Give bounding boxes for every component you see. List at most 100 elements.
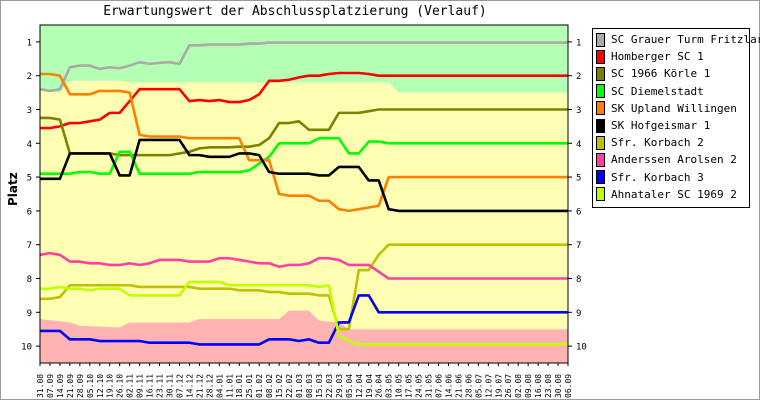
y-tick-label-right: 1 bbox=[576, 38, 581, 48]
x-tick-label: 15.03 bbox=[315, 374, 324, 398]
series-line-10 bbox=[40, 280, 568, 346]
x-tick-label: 14.12 bbox=[185, 374, 194, 398]
y-tick-label-right: 6 bbox=[576, 207, 581, 217]
x-tick-label: 03.05 bbox=[385, 374, 394, 398]
x-tick-label: 19.07 bbox=[494, 374, 503, 398]
legend-swatch bbox=[596, 187, 605, 202]
series-line-7 bbox=[40, 243, 568, 331]
x-tick-label: 14.09 bbox=[56, 374, 65, 398]
x-tick-label: 09.11 bbox=[136, 374, 145, 398]
chart-title: Erwartungswert der Abschlussplatzierung … bbox=[103, 4, 487, 19]
y-tick-label-right: 2 bbox=[576, 72, 581, 82]
legend-label: Sfr. Korbach 3 bbox=[611, 170, 704, 184]
series-line-3 bbox=[40, 108, 568, 157]
x-tick-label: 22.02 bbox=[285, 374, 294, 398]
legend-swatch bbox=[596, 66, 605, 81]
x-tick-label: 04.01 bbox=[215, 374, 224, 398]
legend-item: Sfr. Korbach 2 bbox=[596, 134, 746, 151]
y-tick-label-right: 5 bbox=[576, 174, 581, 184]
x-tick-label: 16.08 bbox=[534, 374, 543, 398]
legend-swatch bbox=[596, 170, 605, 185]
x-tick-label: 08.03 bbox=[305, 374, 314, 398]
x-tick-label: 02.11 bbox=[126, 374, 135, 398]
legend-swatch bbox=[596, 152, 605, 167]
legend-swatch bbox=[596, 135, 605, 150]
legend-label: SK Hofgeismar 1 bbox=[611, 119, 711, 133]
y-tick-label-right: 8 bbox=[576, 275, 581, 285]
legend-swatch bbox=[596, 101, 605, 116]
x-tick-label: 28.12 bbox=[205, 374, 214, 398]
x-tick-label: 26.04 bbox=[375, 374, 384, 398]
x-tick-label: 07.12 bbox=[175, 374, 184, 398]
series-line-5 bbox=[40, 72, 568, 213]
legend-label: SC 1966 Körle 1 bbox=[611, 67, 711, 81]
y-tick-label-left: 5 bbox=[27, 174, 32, 184]
x-tick-label: 23.11 bbox=[156, 374, 165, 398]
x-tick-label: 14.06 bbox=[444, 374, 453, 398]
legend-item: SC Diemelstadt bbox=[596, 83, 746, 100]
x-tick-label: 12.10 bbox=[96, 374, 105, 398]
legend-item: Ahnataler SC 1969 2 bbox=[596, 186, 746, 203]
x-tick-label: 01.03 bbox=[295, 374, 304, 398]
x-tick-label: 08.02 bbox=[265, 374, 274, 398]
x-tick-label: 24.05 bbox=[415, 374, 424, 398]
legend-swatch bbox=[596, 32, 605, 47]
x-tick-label: 29.03 bbox=[335, 374, 344, 398]
series-lines bbox=[39, 41, 568, 346]
legend-swatch bbox=[596, 84, 605, 99]
series-line-2 bbox=[40, 71, 568, 130]
x-tick-label: 21.06 bbox=[454, 374, 463, 398]
x-tick-label: 15.02 bbox=[275, 374, 284, 398]
relegation-band bbox=[40, 310, 568, 363]
y-tick-label-left: 8 bbox=[27, 275, 32, 285]
x-tick-label: 19.04 bbox=[365, 374, 374, 398]
x-tick-label: 01.02 bbox=[255, 374, 264, 398]
x-tick-label: 07.06 bbox=[434, 374, 443, 398]
series-line-8 bbox=[39, 251, 568, 280]
y-tick-label-right: 4 bbox=[576, 140, 581, 150]
legend-item: SK Upland Willingen bbox=[596, 100, 746, 117]
x-tick-label: 26.10 bbox=[116, 374, 125, 398]
legend-item: Sfr. Korbach 3 bbox=[596, 169, 746, 186]
legend-label: SK Upland Willingen bbox=[611, 101, 737, 115]
x-tick-label: 05.10 bbox=[86, 374, 95, 398]
x-tick-label: 28.09 bbox=[76, 374, 85, 398]
x-tick-label: 12.04 bbox=[355, 374, 364, 398]
legend-label: SC Diemelstadt bbox=[611, 84, 704, 98]
legend-item: SC Grauer Turm Fritzlar bbox=[596, 31, 760, 48]
y-tick-label-right: 3 bbox=[576, 106, 581, 116]
x-tick-label: 18.01 bbox=[235, 374, 244, 398]
series-line-1 bbox=[39, 41, 568, 93]
x-tick-label: 22.03 bbox=[325, 374, 334, 398]
x-tick-label: 09.08 bbox=[524, 374, 533, 398]
series-line-6 bbox=[40, 138, 568, 213]
x-tick-label: 21.12 bbox=[195, 374, 204, 398]
x-tick-label: 25.01 bbox=[245, 374, 254, 398]
y-tick-label-left: 9 bbox=[27, 309, 32, 319]
x-tick-label: 21.09 bbox=[66, 374, 75, 398]
legend-label: Ahnataler SC 1969 2 bbox=[611, 187, 737, 201]
y-tick-label-left: 3 bbox=[27, 106, 32, 116]
y-tick-label-left: 4 bbox=[27, 140, 32, 150]
y-tick-label-left: 1 bbox=[27, 38, 32, 48]
x-tick-label: 12.07 bbox=[484, 374, 493, 398]
x-tick-label: 26.07 bbox=[504, 374, 513, 398]
x-tick-label: 28.06 bbox=[464, 374, 473, 398]
x-tick-label: 10.05 bbox=[395, 374, 404, 398]
x-tick-label: 05.04 bbox=[345, 374, 354, 398]
plot-border bbox=[39, 24, 569, 364]
x-tick-label: 07.09 bbox=[46, 374, 55, 398]
y-tick-label-right: 9 bbox=[576, 309, 581, 319]
x-tick-labels: 31.08 07.09 14.09 21.09 28.09 05.10 12.10 19.10… bbox=[36, 374, 573, 398]
x-tick-label: 06.09 bbox=[564, 374, 573, 398]
legend-item: Homberger SC 1 bbox=[596, 48, 746, 65]
legend-label: Homberger SC 1 bbox=[611, 50, 704, 64]
x-tick-label: 02.08 bbox=[514, 374, 523, 398]
x-tick-label: 30.08 bbox=[554, 374, 563, 398]
legend-item: SK Hofgeismar 1 bbox=[596, 117, 746, 134]
x-tick-label: 11.01 bbox=[225, 374, 234, 398]
legend-swatch bbox=[596, 118, 605, 133]
legend-label: Anderssen Arolsen 2 bbox=[611, 153, 737, 167]
series-line-9 bbox=[40, 294, 568, 346]
